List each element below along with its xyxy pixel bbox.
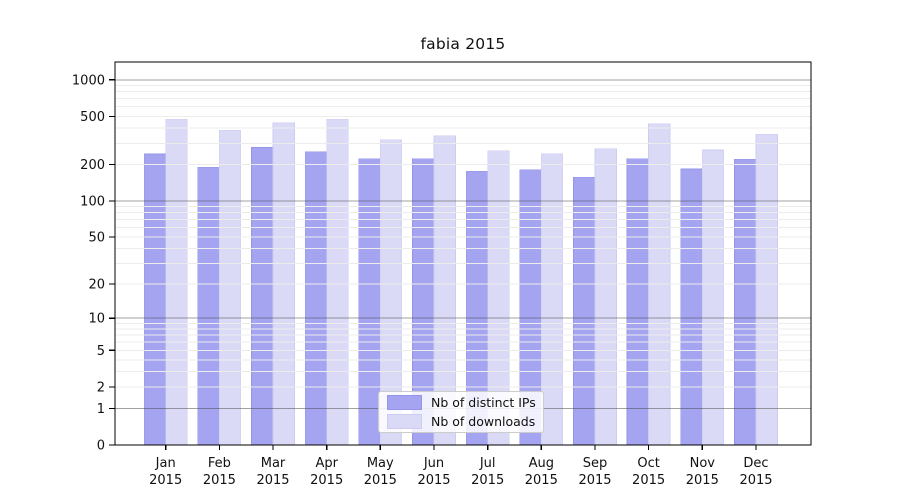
bar-downloads-jan bbox=[165, 118, 188, 446]
bar-distinct-ips-nov bbox=[680, 168, 703, 446]
bar-distinct-ips-feb bbox=[197, 166, 220, 446]
y-tick-label-500: 500 bbox=[80, 110, 105, 125]
y-tick-label-20: 20 bbox=[88, 278, 105, 293]
x-tick-label-jun: Jun 2015 bbox=[417, 456, 450, 488]
legend-label-downloads: Nb of downloads bbox=[431, 414, 536, 429]
y-tick-label-0: 0 bbox=[97, 439, 105, 454]
bar-distinct-ips-dec bbox=[734, 159, 757, 446]
bar-distinct-ips-mar bbox=[251, 147, 274, 446]
bar-downloads-aug bbox=[540, 153, 564, 446]
y-tick-label-10: 10 bbox=[88, 312, 105, 327]
legend-label-distinct-ips: Nb of distinct IPs bbox=[431, 395, 536, 410]
legend-item-distinct-ips: Nb of distinct IPs bbox=[387, 395, 543, 410]
bar-distinct-ips-sep bbox=[573, 177, 596, 446]
chart-title: fabia 2015 bbox=[420, 35, 506, 53]
y-tick-label-2: 2 bbox=[97, 380, 105, 395]
bar-distinct-ips-oct bbox=[626, 158, 649, 446]
legend-swatch-distinct-ips bbox=[387, 395, 422, 410]
x-tick-label-jul: Jul 2015 bbox=[471, 456, 504, 488]
bar-downloads-dec bbox=[755, 133, 778, 446]
bar-downloads-sep bbox=[594, 148, 617, 446]
y-tick-label-5: 5 bbox=[97, 344, 105, 359]
bar-downloads-nov bbox=[701, 149, 725, 446]
bar-distinct-ips-jan bbox=[143, 153, 167, 446]
x-tick-label-oct: Oct 2015 bbox=[632, 456, 665, 488]
x-tick-label-jan: Jan 2015 bbox=[149, 456, 182, 488]
x-tick-label-sep: Sep 2015 bbox=[578, 456, 611, 488]
x-tick-label-may: May 2015 bbox=[364, 456, 397, 488]
gridlines-layer bbox=[115, 79, 811, 409]
legend-swatch-downloads bbox=[387, 414, 422, 429]
y-tick-label-50: 50 bbox=[88, 231, 105, 246]
bar-downloads-apr bbox=[326, 118, 349, 446]
tick-labels-layer: 0 1 2 5 10 20 50 100 200 500 1000 Jan 2015 Feb 2015 Mar… bbox=[72, 73, 773, 488]
x-tick-label-feb: Feb 2015 bbox=[203, 456, 236, 488]
bar-distinct-ips-apr bbox=[304, 151, 328, 446]
x-tick-label-apr: Apr 2015 bbox=[310, 456, 343, 488]
x-tick-label-mar: Mar 2015 bbox=[256, 456, 289, 488]
plot-border bbox=[114, 61, 812, 446]
y-tick-label-200: 200 bbox=[80, 158, 105, 173]
y-tick-label-100: 100 bbox=[80, 195, 105, 210]
x-tick-label-aug: Aug 2015 bbox=[525, 456, 558, 488]
axes-layer bbox=[109, 61, 812, 450]
bar-downloads-feb bbox=[219, 129, 242, 446]
x-tick-label-nov: Nov 2015 bbox=[686, 456, 719, 488]
y-tick-label-1000: 1000 bbox=[72, 73, 105, 88]
x-tick-label-dec: Dec 2015 bbox=[739, 456, 772, 488]
legend-item-downloads: Nb of downloads bbox=[387, 414, 543, 429]
y-tick-label-1: 1 bbox=[97, 402, 105, 417]
legend: Nb of distinct IPs Nb of downloads bbox=[378, 391, 544, 433]
